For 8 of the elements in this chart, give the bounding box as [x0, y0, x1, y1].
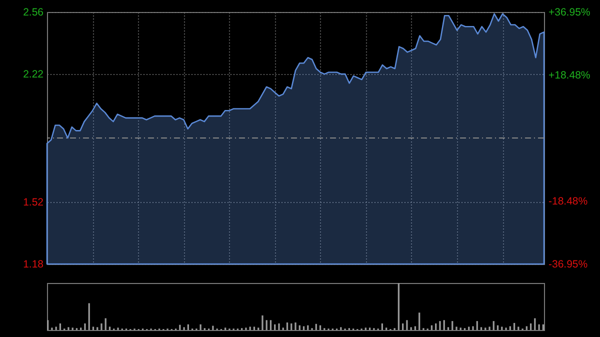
y2-tick-label: +36.95%: [548, 6, 590, 18]
y2-tick-label: -18.48%: [548, 196, 588, 208]
y-tick-label: 2.56: [23, 6, 44, 18]
y-tick-label: 1.18: [23, 258, 44, 270]
y2-tick-label: -36.95%: [548, 258, 588, 270]
y-tick-label: 1.52: [23, 196, 44, 208]
y2-tick-label: +18.48%: [548, 69, 590, 82]
y-tick-label: 2.22: [23, 68, 44, 81]
